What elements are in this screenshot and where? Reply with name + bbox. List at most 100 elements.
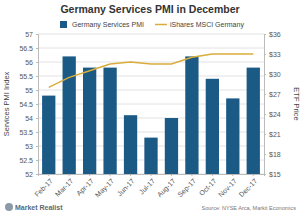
- tick: $15: [264, 171, 281, 178]
- bar: [247, 68, 260, 174]
- tick-label: Jun-17: [116, 177, 136, 197]
- tick-label: $33: [269, 51, 281, 58]
- tick-label: 52.5: [19, 157, 33, 164]
- tick-label: Jul-17: [138, 177, 157, 196]
- tick-mark: [264, 94, 266, 95]
- tick: 52: [25, 171, 38, 178]
- bar: [124, 115, 137, 174]
- x-axis: Feb-17Mar-17Apr-17May-17Jun-17Jul-17Aug-…: [33, 174, 264, 199]
- tick-mark: [36, 62, 38, 63]
- tick-label: Aug-17: [156, 177, 178, 199]
- tick-label: Nov-17: [217, 177, 238, 198]
- tick-label: $21: [269, 131, 281, 138]
- tick-mark: [36, 90, 38, 91]
- bar: [226, 98, 239, 174]
- chart: Germany Services PMI in December5252.553…: [0, 0, 300, 214]
- tick: $33: [264, 51, 281, 58]
- tick-mark: [264, 154, 266, 155]
- tick: $21: [264, 131, 281, 138]
- tick-mark: [48, 174, 49, 176]
- tick-label: 53.5: [19, 129, 33, 136]
- tick: 54.5: [19, 101, 38, 108]
- tick: Jun-17: [116, 174, 136, 197]
- tick-label: Sep-17: [176, 177, 198, 199]
- y2-axis: $15 $18 $21 $24 $27 $30 $33 $36: [264, 31, 281, 178]
- tick-mark: [36, 174, 38, 175]
- line: [49, 54, 254, 87]
- tick: Apr-17: [75, 174, 96, 198]
- bar: [42, 96, 55, 174]
- y-axis: 5252.55353.55454.55555.55656.557: [19, 31, 38, 178]
- tick-mark: [36, 48, 38, 49]
- bar: [103, 68, 116, 174]
- tick-label: Oct-17: [198, 177, 218, 197]
- tick-label: 57: [25, 31, 33, 38]
- plot-area: [42, 54, 260, 174]
- logo-text: Market Realist: [15, 204, 63, 211]
- tick-mark: [191, 174, 192, 176]
- tick: Dec-17: [238, 174, 259, 198]
- bar: [83, 68, 96, 174]
- logo: Market Realist: [5, 203, 63, 211]
- tick: 52.5: [19, 157, 38, 164]
- tick-label: 52: [25, 171, 33, 178]
- legend-swatch: [155, 24, 167, 26]
- tick-mark: [36, 146, 38, 147]
- tick: $30: [264, 71, 281, 78]
- tick-mark: [264, 134, 266, 135]
- axis-line: [39, 175, 265, 177]
- grid-line: [38, 34, 264, 35]
- tick-mark: [232, 174, 233, 176]
- tick-mark: [36, 104, 38, 105]
- tick-mark: [264, 74, 266, 75]
- legend-label: iShares MSCI Germany: [170, 21, 244, 29]
- tick-mark: [89, 174, 90, 176]
- tick-label: Dec-17: [238, 177, 259, 198]
- legend-label: Germany Services PMI: [72, 21, 144, 29]
- tick: 54: [25, 115, 38, 122]
- bar: [206, 79, 219, 174]
- y2-axis-title: ETF Price: [292, 87, 300, 120]
- tick: Feb-17: [33, 174, 54, 198]
- tick-mark: [130, 174, 131, 176]
- tick-mark: [212, 174, 213, 176]
- source: Source: NYSE Arca, Markit Economics: [202, 205, 297, 211]
- tick-mark: [264, 54, 266, 55]
- logo-icon: [5, 203, 13, 211]
- tick-label: Mar-17: [54, 177, 75, 198]
- tick-mark: [36, 118, 38, 119]
- tick: Oct-17: [198, 174, 218, 197]
- tick: Aug-17: [156, 174, 178, 199]
- tick: Sep-17: [176, 174, 198, 199]
- tick-label: $36: [269, 31, 281, 38]
- tick-mark: [110, 174, 111, 176]
- tick: Jul-17: [138, 174, 157, 196]
- tick: $24: [264, 111, 281, 118]
- tick: 53.5: [19, 129, 38, 136]
- bar: [185, 56, 198, 174]
- tick: 56.5: [19, 45, 38, 52]
- tick-label: 56: [25, 59, 33, 66]
- tick-mark: [171, 174, 172, 176]
- legend: Germany Services PMI iShares MSCI Germany: [60, 21, 244, 29]
- tick: $27: [264, 91, 281, 98]
- tick-label: $30: [269, 71, 281, 78]
- tick-label: $15: [269, 171, 281, 178]
- tick-mark: [151, 174, 152, 176]
- tick: Mar-17: [54, 174, 75, 198]
- tick: 57: [25, 31, 38, 38]
- tick-mark: [264, 34, 266, 35]
- tick-label: 56.5: [19, 45, 33, 52]
- tick-mark: [69, 174, 70, 176]
- bar: [63, 56, 76, 174]
- tick-mark: [36, 160, 38, 161]
- tick: $36: [264, 31, 281, 38]
- tick: May-17: [94, 174, 116, 199]
- tick-label: $18: [269, 151, 281, 158]
- tick-label: 54: [25, 115, 33, 122]
- tick-label: 55: [25, 87, 33, 94]
- axis-line: [265, 35, 267, 175]
- tick-mark: [36, 76, 38, 77]
- tick-label: Feb-17: [33, 177, 54, 198]
- tick-mark: [36, 132, 38, 133]
